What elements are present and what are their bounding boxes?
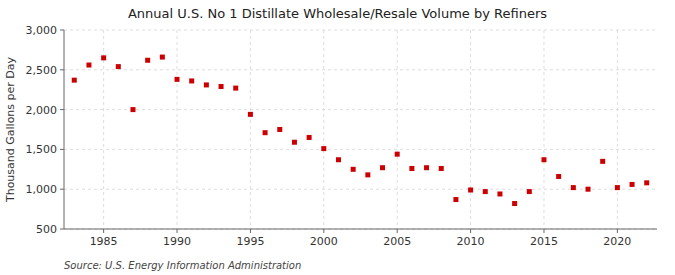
point [86, 63, 91, 68]
point [644, 180, 649, 185]
x-tick-label: 1995 [236, 235, 264, 248]
point [336, 157, 341, 162]
x-grid-line [397, 30, 398, 229]
point [204, 82, 209, 87]
x-grid-line [617, 30, 618, 229]
point [630, 182, 635, 187]
x-tick [177, 229, 178, 233]
point [541, 157, 546, 162]
x-tick [617, 229, 618, 233]
y-tick-label: 2,000 [26, 104, 58, 117]
point [571, 185, 576, 190]
point [101, 55, 106, 60]
point [453, 197, 458, 202]
x-tick-label: 2000 [310, 235, 338, 248]
point [468, 187, 473, 192]
y-tick [60, 229, 64, 230]
point [248, 112, 253, 117]
y-grid-line [64, 109, 657, 110]
y-grid-line [64, 149, 657, 150]
point [145, 58, 150, 63]
y-tick [60, 109, 64, 110]
y-tick [60, 149, 64, 150]
point [175, 77, 180, 82]
x-tick-label: 2020 [603, 235, 631, 248]
y-tick [60, 30, 64, 31]
point [483, 189, 488, 194]
point [189, 78, 194, 83]
x-tick-label: 2015 [530, 235, 558, 248]
x-grid-line [177, 30, 178, 229]
y-tick-label: 1,500 [26, 143, 58, 156]
y-grid-line [64, 229, 657, 230]
point [586, 187, 591, 192]
point [497, 191, 502, 196]
x-grid-line [543, 30, 544, 229]
point [72, 78, 77, 83]
point [439, 166, 444, 171]
y-axis-label: Thousand Gallons per Day [4, 56, 17, 203]
point [292, 140, 297, 145]
point [219, 84, 224, 89]
x-tick [397, 229, 398, 233]
x-grid-line [250, 30, 251, 229]
point [365, 172, 370, 177]
x-axis-line [64, 229, 657, 230]
point [321, 146, 326, 151]
point [395, 152, 400, 157]
point [556, 174, 561, 179]
x-axis: 1985 1990 1995 2000 2005 2010 2015 2020 [64, 229, 657, 248]
chart: 1985 1990 1995 2000 2005 2010 2015 2020 500 1,000… [0, 0, 675, 275]
y-tick-label: 2,500 [26, 64, 58, 77]
point [233, 86, 238, 91]
y-tick-label: 500 [36, 223, 57, 236]
x-tick [543, 229, 544, 233]
x-tick [323, 229, 324, 233]
point [160, 55, 165, 60]
point [380, 165, 385, 170]
point [307, 135, 312, 140]
point [527, 189, 532, 194]
title: Annual U.S. No 1 Distillate Wholesale/Re… [128, 6, 547, 21]
y-tick [60, 189, 64, 190]
x-tick [250, 229, 251, 233]
point [116, 64, 121, 69]
y-axis: 500 1,000 1,500 2,000 2,500 3,000 [26, 24, 65, 236]
point [409, 166, 414, 171]
point [277, 127, 282, 132]
points [72, 55, 649, 206]
point [615, 185, 620, 190]
y-tick-label: 3,000 [26, 24, 58, 37]
x-tick-label: 1990 [163, 235, 191, 248]
y-axis-line [64, 30, 65, 229]
x-tick-label: 1985 [90, 235, 118, 248]
x-grid-line [470, 30, 471, 229]
x-tick-label: 2010 [457, 235, 485, 248]
y-tick-label: 1,000 [26, 183, 58, 196]
x-tick-label: 2005 [383, 235, 411, 248]
point [351, 167, 356, 172]
source-note: Source: U.S. Energy Information Administ… [64, 260, 301, 271]
y-tick [60, 69, 64, 70]
point [600, 159, 605, 164]
x-tick [103, 229, 104, 233]
y-grid-line [64, 30, 657, 31]
y-grid-line [64, 69, 657, 70]
point [512, 201, 517, 206]
point [424, 165, 429, 170]
y-grid-line [64, 189, 657, 190]
grid [64, 30, 657, 229]
point [263, 130, 268, 135]
x-tick [470, 229, 471, 233]
x-grid-line [323, 30, 324, 229]
point [130, 107, 135, 112]
